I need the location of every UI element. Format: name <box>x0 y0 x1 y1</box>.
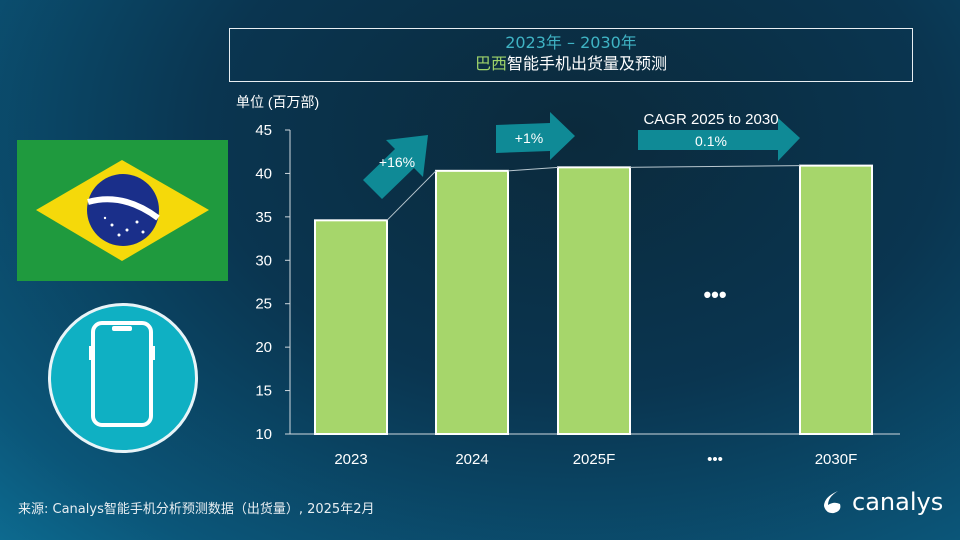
canalys-logo-icon <box>824 491 841 514</box>
source-note: 来源: Canalys智能手机分析预测数据（出货量）, 2025年2月 <box>18 502 375 517</box>
annotation-label: +1% <box>515 130 543 146</box>
y-tick-label: 45 <box>255 122 272 139</box>
x-tick-label: 2025F <box>573 451 616 468</box>
y-tick-label: 15 <box>255 383 272 400</box>
y-tick-label: 10 <box>255 426 272 443</box>
y-tick-label: 40 <box>255 165 272 182</box>
x-tick-label: 2023 <box>334 451 367 468</box>
cagr-value: 0.1% <box>695 133 727 149</box>
growth-arrow <box>496 112 575 160</box>
brazil-flag-icon <box>17 140 228 281</box>
annotation-label: +16% <box>379 154 415 170</box>
connector-line <box>629 165 801 168</box>
growth-arrow <box>363 135 428 199</box>
canalys-logo: canalys <box>820 488 943 516</box>
x-tick-label: 2030F <box>815 451 858 468</box>
unit-label: 单位 (百万部) <box>236 94 319 110</box>
title-main: 巴西智能手机出货量及预测 <box>230 53 912 75</box>
bar-2023 <box>314 219 388 435</box>
y-tick-label: 35 <box>255 209 272 226</box>
cagr-arrow <box>638 118 800 161</box>
title-country: 巴西 <box>474 54 507 73</box>
logo-text: canalys <box>852 488 944 516</box>
y-tick-label: 20 <box>255 339 272 356</box>
smartphone-icon <box>48 303 198 453</box>
bar-2030F <box>799 164 873 436</box>
connector-line <box>507 166 559 172</box>
bar-2025F <box>557 166 631 435</box>
x-tick-label: ••• <box>707 451 723 468</box>
title-rest: 智能手机出货量及预测 <box>507 54 668 73</box>
y-tick-label: 30 <box>255 252 272 269</box>
title-years: 2023年 – 2030年 <box>505 33 637 52</box>
x-tick-label: 2024 <box>455 451 488 468</box>
cagr-label: CAGR 2025 to 2030 <box>643 111 778 128</box>
chart-title-box: 2023年 – 2030年 巴西智能手机出货量及预测 <box>229 28 913 82</box>
gap-marker: ••• <box>703 282 726 307</box>
connector-line <box>386 170 437 221</box>
bar-2024 <box>435 169 509 436</box>
y-tick-label: 25 <box>255 296 272 313</box>
